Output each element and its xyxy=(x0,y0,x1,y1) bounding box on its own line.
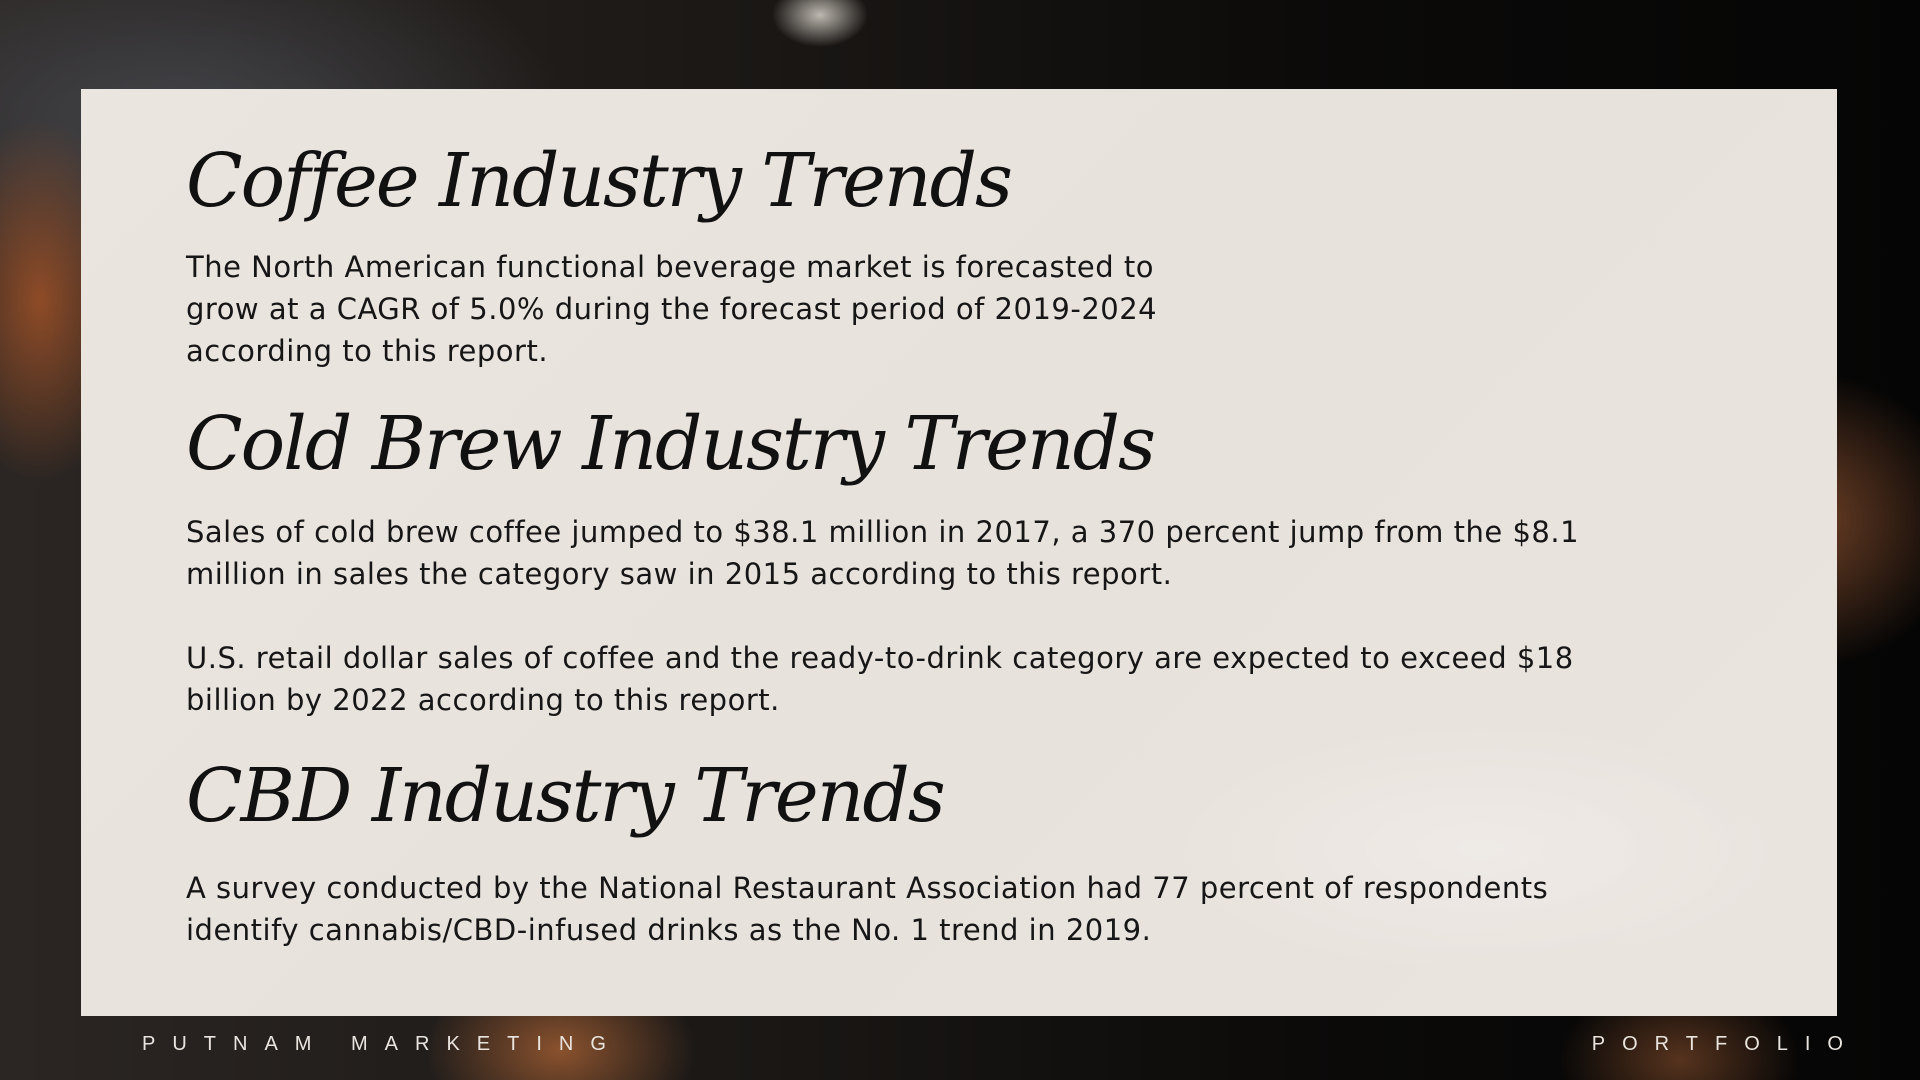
content-area: Coffee Industry Trends The North America… xyxy=(186,144,1666,951)
footer-brand: PUTNAM MARKETING xyxy=(142,1033,623,1055)
section-text-coffee: The North American functional beverage m… xyxy=(186,250,1158,368)
section-title-cbd: CBD Industry Trends xyxy=(186,753,946,839)
section-text-cold-brew-retail: U.S. retail dollar sales of coffee and t… xyxy=(186,641,1574,717)
section-title-coffee: Coffee Industry Trends xyxy=(186,138,1013,224)
footer-portfolio: PORTFOLIO xyxy=(1591,1033,1860,1055)
section-text-cbd: A survey conducted by the National Resta… xyxy=(186,871,1549,947)
section-title-cold-brew: Cold Brew Industry Trends xyxy=(186,401,1156,487)
section-text-cold-brew-sales: Sales of cold brew coffee jumped to $38.… xyxy=(186,515,1580,591)
content-card: Coffee Industry Trends The North America… xyxy=(81,89,1837,1016)
